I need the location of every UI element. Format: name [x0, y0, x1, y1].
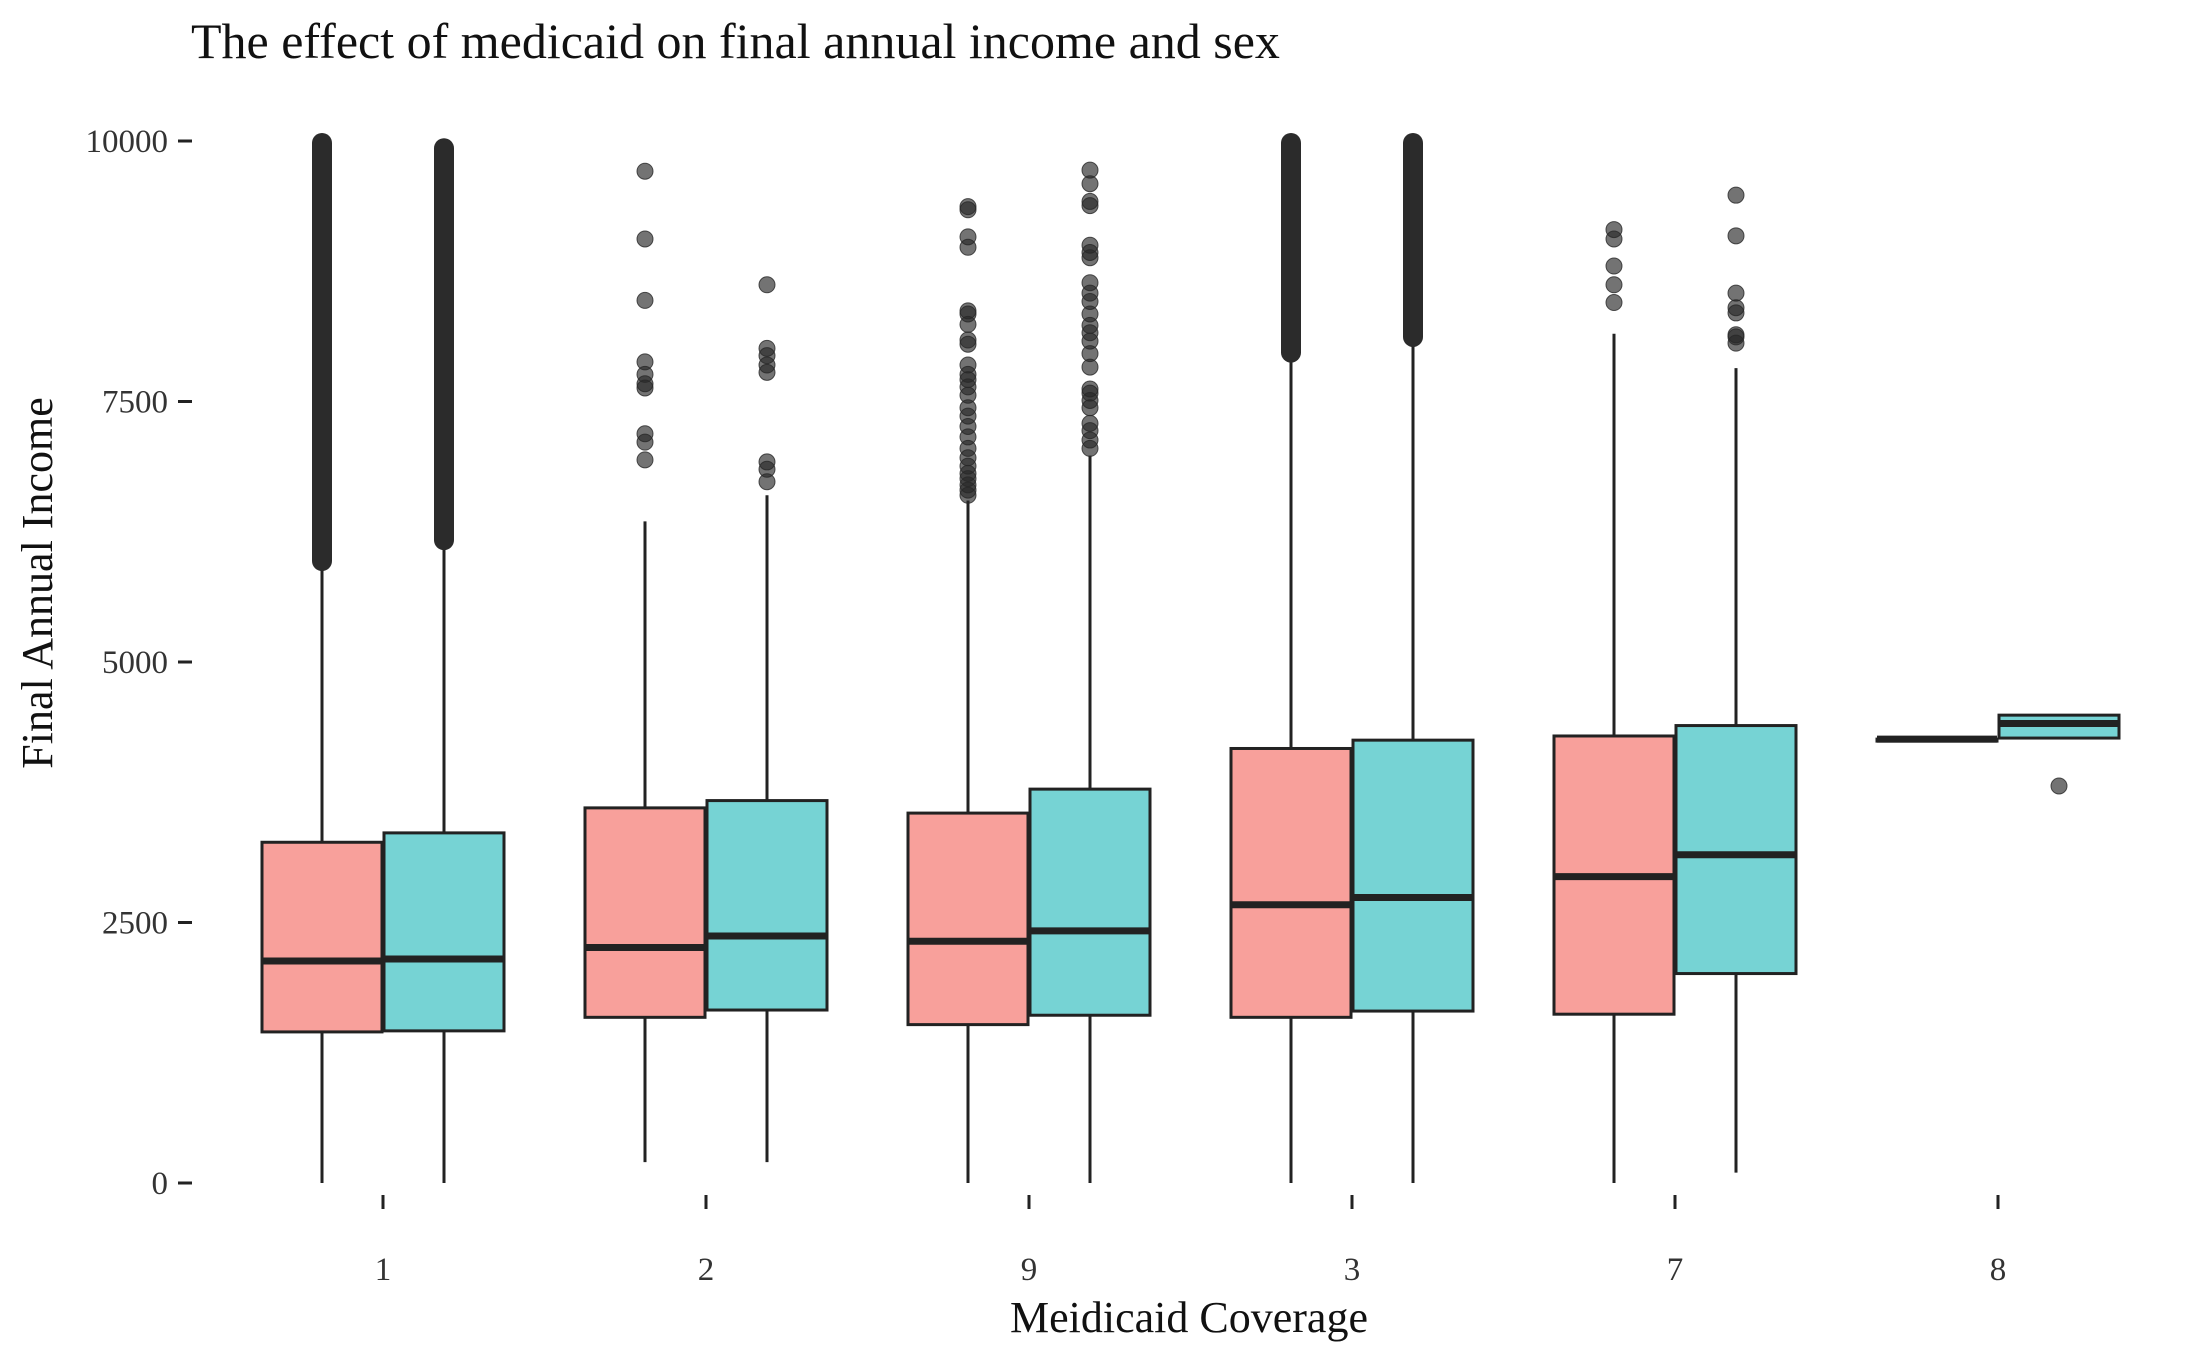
box-body	[705, 799, 829, 1012]
box-body	[1229, 746, 1353, 1019]
outlier-point	[959, 198, 977, 216]
box-body	[1351, 738, 1475, 1013]
y-tick-label: 2500	[102, 906, 168, 942]
outlier-point	[636, 291, 654, 309]
outlier-point	[1605, 276, 1623, 294]
outlier-point	[1605, 221, 1623, 239]
box-1-series-1	[260, 133, 384, 1183]
x-tick-label: 8	[1990, 1252, 2007, 1288]
outlier-point	[1081, 274, 1099, 292]
outlier-point	[1081, 380, 1099, 398]
outlier-cluster	[312, 133, 332, 572]
y-tick-label: 5000	[102, 645, 168, 681]
outlier-point	[959, 331, 977, 349]
outlier-point	[1605, 294, 1623, 312]
outlier-point	[636, 425, 654, 443]
box-body	[1674, 724, 1798, 976]
y-axis-label: Final Annual Income	[13, 397, 62, 769]
box-7-series-1	[1552, 221, 1676, 1183]
box-1-series-2	[382, 138, 506, 1183]
box-2-series-1	[583, 162, 707, 1163]
outlier-point	[636, 353, 654, 371]
outlier-point	[959, 228, 977, 246]
outlier-cluster	[1281, 133, 1301, 363]
x-tick-label: 3	[1344, 1252, 1361, 1288]
chart-title: The effect of medicaid on final annual i…	[191, 13, 1280, 69]
x-tick-label: 9	[1021, 1252, 1038, 1288]
outlier-cluster	[1403, 133, 1423, 347]
y-tick-label: 0	[152, 1166, 169, 1202]
outlier-point	[1727, 299, 1745, 317]
outlier-point	[959, 302, 977, 320]
outlier-point	[636, 451, 654, 469]
x-axis-label: Meidicaid Coverage	[1010, 1293, 1368, 1342]
x-tick-label: 7	[1667, 1252, 1684, 1288]
outlier-point	[636, 162, 654, 180]
box-8-series-2	[1997, 713, 2121, 795]
box-9-series-1	[906, 198, 1030, 1183]
y-tick-label: 7500	[102, 385, 168, 421]
outlier-point	[758, 453, 776, 471]
box-body	[1028, 787, 1152, 1017]
box-body	[382, 831, 506, 1033]
outlier-point	[636, 230, 654, 248]
outlier-point	[1081, 236, 1099, 254]
outlier-point	[2050, 777, 2068, 795]
box-7-series-2	[1674, 186, 1798, 1173]
box-3-series-2	[1351, 133, 1475, 1183]
outlier-point	[1727, 186, 1745, 204]
x-tick-label: 1	[375, 1252, 392, 1288]
box-body	[583, 806, 707, 1019]
box-body	[906, 811, 1030, 1027]
outlier-cluster	[434, 138, 454, 551]
box-8-series-1	[1875, 735, 1999, 743]
outlier-point	[1081, 161, 1099, 179]
x-tick-label: 2	[698, 1252, 715, 1288]
box-2-series-2	[705, 276, 829, 1163]
outlier-point	[959, 356, 977, 374]
outlier-point	[758, 276, 776, 294]
outlier-point	[1727, 326, 1745, 344]
x-axis: 1 2 9 3 7 8	[375, 1195, 2007, 1288]
box-body	[260, 840, 384, 1034]
outlier-point	[758, 339, 776, 357]
y-tick-label: 10000	[86, 124, 169, 160]
outlier-point	[1605, 257, 1623, 275]
box-9-series-2	[1028, 161, 1152, 1183]
box-3-series-1	[1229, 133, 1353, 1183]
y-axis: 0 2500 5000 7500 10000	[86, 124, 192, 1202]
outlier-point	[1081, 414, 1099, 432]
outlier-point	[1727, 284, 1745, 302]
boxes-layer	[260, 133, 2121, 1183]
outlier-point	[1081, 192, 1099, 210]
outlier-point	[1727, 227, 1745, 245]
